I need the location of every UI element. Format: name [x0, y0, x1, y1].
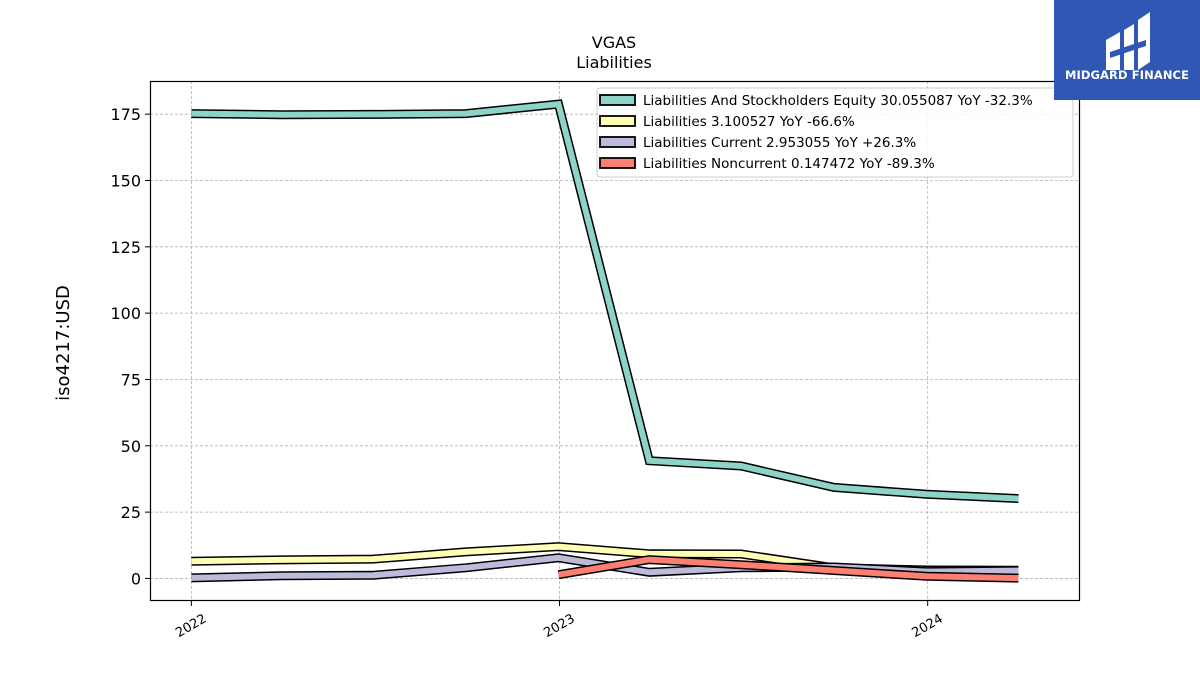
series-layer	[191, 99, 1019, 583]
chart-title: VGAS	[592, 33, 636, 52]
y-axis-label: iso4217:USD	[53, 285, 74, 401]
x-tick-label: 2024	[910, 611, 946, 641]
legend-swatch	[599, 94, 636, 106]
legend: Liabilities And Stockholders Equity 30.0…	[596, 87, 1074, 178]
brand-name: MIDGARD FINANCE	[1064, 68, 1190, 82]
y-tick-label: 75	[121, 370, 141, 389]
y-tick-label: 25	[121, 503, 141, 522]
legend-box	[596, 87, 1074, 178]
legend-item: Liabilities Current 2.953055 YoY +26.3%	[643, 135, 916, 151]
brand-logo: MIDGARD FINANCE	[1054, 0, 1200, 100]
y-tick-label: 0	[131, 569, 141, 588]
y-tick-label: 50	[121, 437, 141, 456]
chart-subtitle: Liabilities	[576, 53, 652, 72]
legend-swatch	[599, 115, 636, 127]
y-axis: 0 25 50 75 100 125 150 175	[110, 105, 150, 588]
y-tick-label: 175	[110, 105, 141, 124]
series-line-liabilities-and-stockholders-equity	[191, 100, 1019, 502]
y-tick-label: 125	[110, 238, 141, 257]
plot-frame	[149, 80, 1081, 602]
legend-item: Liabilities And Stockholders Equity 30.0…	[643, 93, 1033, 109]
x-axis: 2022 2023 2024	[173, 601, 946, 641]
legend-swatch	[599, 136, 636, 148]
x-tick-label: 2022	[173, 611, 209, 641]
brand-mark-icon	[1106, 12, 1150, 70]
y-tick-label: 100	[110, 304, 141, 323]
legend-item: Liabilities 3.100527 YoY -66.6%	[643, 114, 855, 130]
y-tick-label: 150	[110, 171, 141, 190]
legend-item: Liabilities Noncurrent 0.147472 YoY -89.…	[643, 156, 935, 172]
x-tick-label: 2023	[541, 611, 577, 641]
legend-swatch	[599, 157, 636, 169]
series-line-liabilities-noncurrent	[558, 556, 1019, 582]
